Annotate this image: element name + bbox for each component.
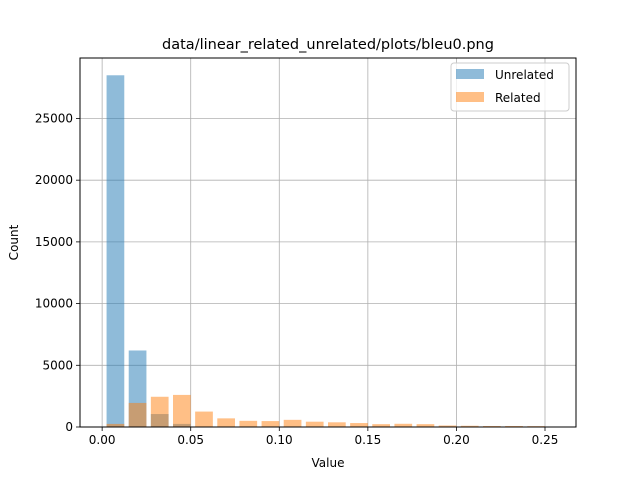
bar-related: [261, 421, 280, 427]
x-axis-ticks: 0.00 0.05 0.10 0.15 0.20 0.25: [89, 427, 559, 447]
bar-related: [128, 402, 147, 427]
bar-unrelated: [106, 75, 125, 428]
bar-related: [350, 423, 368, 427]
bar-related: [239, 420, 258, 427]
bar-related: [283, 419, 302, 427]
x-tick-label: 0.20: [443, 433, 470, 447]
legend-swatch-related: [456, 92, 484, 102]
bar-related: [394, 423, 413, 427]
y-tick-label: 0: [65, 420, 73, 434]
y-tick-label: 10000: [35, 297, 73, 311]
y-tick-label: 15000: [35, 235, 73, 249]
x-tick-label: 0.15: [354, 433, 381, 447]
bar-related: [195, 411, 213, 427]
x-tick-label: 0.10: [266, 433, 293, 447]
plot-frame: [79, 57, 577, 428]
x-tick-label: 0.00: [89, 433, 116, 447]
bar-related: [438, 425, 457, 427]
histogram-bars: [106, 75, 545, 428]
chart-title: data/linear_related_unrelated/plots/bleu…: [162, 37, 494, 53]
legend-label-related: Related: [495, 91, 541, 105]
legend-label-unrelated: Unrelated: [495, 68, 554, 82]
y-tick-label: 20000: [35, 173, 73, 187]
bar-related: [460, 425, 479, 427]
bar-related: [328, 422, 346, 427]
bar-related: [305, 421, 324, 427]
y-axis-label: Count: [7, 224, 21, 260]
x-axis-label: Value: [312, 456, 345, 470]
x-tick-label: 0.25: [532, 433, 559, 447]
x-tick-label: 0.05: [177, 433, 204, 447]
bar-related: [173, 394, 191, 427]
bar-related: [217, 418, 235, 427]
bar-related: [416, 424, 435, 427]
y-tick-label: 5000: [42, 358, 73, 372]
bar-related: [150, 396, 169, 427]
grid-lines: [80, 58, 576, 428]
bar-related: [372, 424, 390, 427]
y-tick-label: 25000: [35, 111, 73, 125]
legend: Unrelated Related: [450, 62, 570, 112]
y-axis-ticks: 0 5000 10000 15000 20000 25000: [35, 111, 80, 434]
bar-related: [106, 423, 125, 427]
legend-swatch-unrelated: [456, 69, 484, 79]
